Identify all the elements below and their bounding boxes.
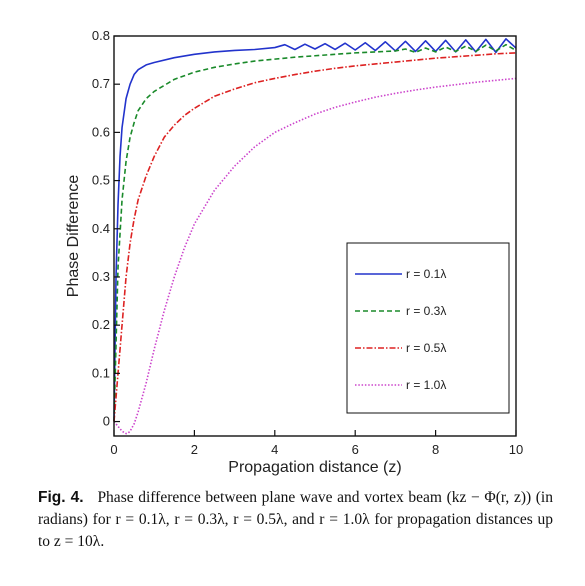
figure-label: Fig. 4. (38, 489, 84, 506)
series-line-1 (113, 38, 517, 422)
legend-box (346, 242, 510, 414)
series-layer (113, 38, 517, 435)
x-tick-label: 10 (509, 442, 523, 457)
x-axis-title: Propagation distance (z) (228, 459, 401, 476)
legend-label-4: r = 1.0λ (406, 378, 446, 392)
phase-difference-chart: 0 2 4 6 8 10 0 0.1 0.2 0.3 0.4 0.5 0.6 0.7 0.8 r = 0.1… (65, 28, 523, 476)
figure-caption: Fig. 4. Phase difference between plane w… (38, 487, 553, 553)
y-tick-label: 0.8 (92, 28, 110, 43)
legend-label-2: r = 0.3λ (406, 304, 446, 318)
y-tick-label: 0.2 (92, 317, 110, 332)
series-line-4 (113, 77, 517, 435)
y-tick-label: 0.7 (92, 76, 110, 91)
y-tick-label: 0.4 (92, 221, 110, 236)
y-tick-label: 0.6 (92, 124, 110, 139)
x-tick-label: 8 (432, 442, 439, 457)
x-tick-label: 6 (352, 442, 359, 457)
y-axis-title: Phase Difference (65, 175, 82, 298)
y-tick-label: 0.3 (92, 269, 110, 284)
series-line-3 (113, 52, 517, 422)
y-tick-label: 0 (103, 414, 110, 429)
x-tick-label: 2 (191, 442, 198, 457)
legend-label-3: r = 0.5λ (406, 341, 446, 355)
ticks-layer: 0 2 4 6 8 10 0 0.1 0.2 0.3 0.4 0.5 0.6 0.7 0.8 (92, 28, 523, 457)
y-tick-label: 0.5 (92, 173, 110, 188)
series-line-2 (113, 43, 517, 422)
x-tick-label: 0 (110, 442, 117, 457)
caption-text: Phase difference between plane wave and … (38, 489, 553, 550)
x-tick-label: 4 (271, 442, 278, 457)
legend: r = 0.1λ r = 0.3λ r = 0.5λ r = 1.0λ (346, 242, 510, 414)
legend-label-1: r = 0.1λ (406, 267, 446, 281)
y-tick-label: 0.1 (92, 365, 110, 380)
plot-frame (113, 35, 517, 437)
